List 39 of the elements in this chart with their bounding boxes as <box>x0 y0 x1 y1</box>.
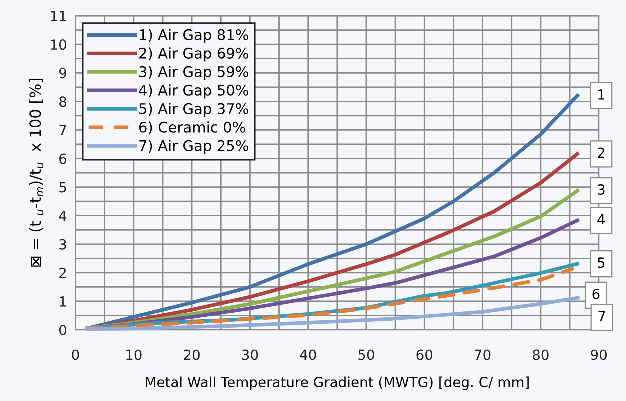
line-series <box>86 296 580 331</box>
x-tick-label: 30 <box>242 350 258 360</box>
legend-label: 2) Air Gap 69% <box>140 48 248 62</box>
legend-label: 5) Air Gap 37% <box>140 103 248 118</box>
x-tick-label: 50 <box>358 350 374 360</box>
x-tick-label: 20 <box>184 350 200 360</box>
annotation: 4 <box>598 214 606 225</box>
annotation: 5 <box>598 258 605 268</box>
x-axis-title: Metal Wall Temperature Gradient (MWTG) [deg. C/ mm] <box>146 376 529 390</box>
y-tick-label: 1 <box>60 296 66 307</box>
y-tick-label: 6 <box>60 154 67 164</box>
x-tick-label: 70 <box>475 350 491 360</box>
legend-label: 1) Air Gap 81% <box>140 29 248 44</box>
legend-label: 3) Air Gap 59% <box>140 66 248 80</box>
x-tick-label: 90 <box>591 350 607 360</box>
y-tick-label: 3 <box>60 239 66 250</box>
y-tick-label: 10 <box>51 40 66 50</box>
y-tick-label: 7 <box>60 125 66 136</box>
y-tick-label: 4 <box>59 211 67 222</box>
annotation: 6 <box>592 288 600 300</box>
y-tick-label: 5 <box>60 182 66 193</box>
legend-label: 6) Ceramic 0% <box>139 122 246 135</box>
legend-label: 4) Air Gap 50% <box>139 84 248 99</box>
x-tick-label: 80 <box>533 350 549 360</box>
y-tick-label: 0 <box>59 324 66 336</box>
x-tick-label: 60 <box>416 350 433 360</box>
annotation: 2 <box>598 148 604 158</box>
annotation: 3 <box>598 184 605 196</box>
x-tick-label: 40 <box>300 350 316 360</box>
y-tick-label: 11 <box>51 11 66 22</box>
y-tick-label: 9 <box>59 68 66 79</box>
y-tick-label: 2 <box>60 268 66 278</box>
x-tick-label: 0 <box>72 350 80 360</box>
annotation: 7 <box>598 311 606 322</box>
annotation: 1 <box>598 90 605 100</box>
x-tick-label: 10 <box>126 350 142 360</box>
legend-label: 7) Air Gap 25% <box>140 140 248 154</box>
y-axis-title: ⊠ = (t $_{u}$-t$_{m}$)/t$_{u}$ x 100 [%] <box>29 79 44 267</box>
y-tick-label: 8 <box>60 96 66 108</box>
